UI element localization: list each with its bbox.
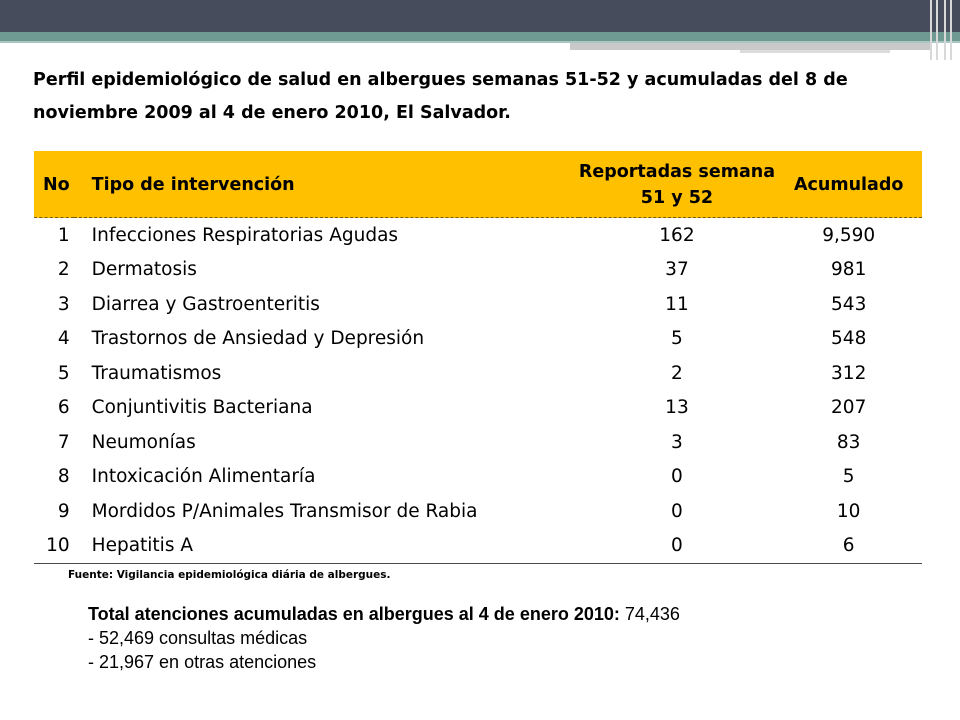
source-note: Fuente: Vigilancia epidemiológica diária…	[68, 569, 391, 581]
table-row: 2 Dermatosis 37 981	[34, 253, 922, 288]
total-lead: Total atenciones acumuladas en albergues…	[88, 604, 620, 624]
cell-no: 8	[57, 466, 70, 488]
cell-tipo: Infecciones Respiratorias Agudas	[91, 224, 399, 246]
cell-reportadas: 37	[665, 259, 689, 281]
table-header-row: No Tipo de intervención Reportadas seman…	[34, 151, 922, 218]
cell-tipo: Dermatosis	[91, 259, 197, 281]
cell-no: 9	[57, 500, 70, 522]
cell-tipo: Mordidos P/Animales Transmisor de Rabia	[91, 500, 478, 522]
cell-no: 5	[57, 362, 70, 384]
epidemiology-table: No Tipo de intervención Reportadas seman…	[34, 151, 922, 564]
cell-reportadas: 2	[671, 362, 683, 384]
table-row: 5 Traumatismos 2 312	[34, 356, 922, 391]
teal-accent-thin-line	[0, 41, 960, 43]
cell-tipo: Diarrea y Gastroenteritis	[91, 293, 320, 315]
cell-tipo: Conjuntivitis Bacteriana	[91, 397, 313, 419]
right-decor-line	[936, 0, 938, 60]
cell-reportadas: 0	[671, 500, 683, 522]
table-row: 10 Hepatitis A 0 6	[34, 528, 922, 564]
cell-no: 7	[57, 431, 70, 453]
cell-acumulado: 548	[831, 328, 867, 350]
table-row: 7 Neumonías 3 83	[34, 425, 922, 460]
cell-acumulado: 9,590	[822, 224, 876, 246]
cell-no: 10	[34, 528, 74, 564]
gray-accent-line	[740, 50, 890, 53]
table-row: 9 Mordidos P/Animales Transmisor de Rabi…	[34, 494, 922, 529]
table-row: 1 Infecciones Respiratorias Agudas 162 9…	[34, 218, 922, 253]
table-row: 3 Diarrea y Gastroenteritis 11 543	[34, 287, 922, 322]
cell-reportadas: 11	[665, 293, 689, 315]
cell-no: 3	[57, 293, 70, 315]
slide-title: Perfil epidemiológico de salud en alberg…	[33, 70, 848, 123]
table-row: 4 Trastornos de Ansiedad y Depresión 5 5…	[34, 322, 922, 357]
cell-no: 1	[57, 224, 70, 246]
table-row: 8 Intoxicación Alimentaría 0 5	[34, 460, 922, 495]
total-detail-line: - 21,967 en otras atenciones	[88, 652, 317, 672]
cell-reportadas: 0	[671, 466, 683, 488]
cell-acumulado: 10	[836, 500, 861, 522]
cell-reportadas: 13	[665, 397, 689, 419]
right-decor-line	[950, 0, 952, 60]
table-row: 6 Conjuntivitis Bacteriana 13 207	[34, 391, 922, 426]
cell-reportadas: 0	[578, 528, 776, 564]
header-no: No	[34, 151, 74, 218]
cell-no: 6	[57, 397, 70, 419]
header-reportadas: Reportadas semana 51 y 52	[578, 151, 776, 218]
teal-accent-bar	[0, 32, 960, 41]
cell-tipo: Hepatitis A	[73, 528, 579, 564]
total-detail-line: - 52,469 consultas médicas	[88, 628, 308, 648]
top-decor-band	[0, 0, 960, 32]
right-decor-line	[944, 0, 946, 60]
cell-acumulado: 981	[831, 259, 867, 281]
cell-acumulado: 207	[831, 397, 867, 419]
cell-reportadas: 5	[671, 328, 683, 350]
cell-no: 4	[57, 328, 70, 350]
gray-accent-bar	[570, 43, 930, 50]
right-decor-line	[930, 0, 932, 60]
cell-tipo: Neumonías	[91, 431, 196, 453]
cell-reportadas: 3	[671, 431, 683, 453]
cell-no: 2	[57, 259, 70, 281]
total-summary: Total atenciones acumuladas en albergues…	[88, 602, 680, 674]
header-tipo: Tipo de intervención	[73, 151, 579, 218]
total-line: Total atenciones acumuladas en albergues…	[88, 602, 680, 626]
cell-acumulado: 312	[831, 362, 867, 384]
cell-reportadas: 162	[659, 224, 695, 246]
cell-tipo: Intoxicación Alimentaría	[91, 466, 316, 488]
cell-acumulado: 543	[831, 293, 867, 315]
total-value: 74,436	[624, 604, 680, 624]
header-acumulado: Acumulado	[775, 151, 922, 218]
cell-tipo: Trastornos de Ansiedad y Depresión	[91, 328, 425, 350]
cell-acumulado: 83	[836, 431, 861, 453]
cell-acumulado: 5	[842, 466, 855, 488]
cell-tipo: Traumatismos	[91, 362, 222, 384]
cell-acumulado: 6	[775, 528, 922, 564]
